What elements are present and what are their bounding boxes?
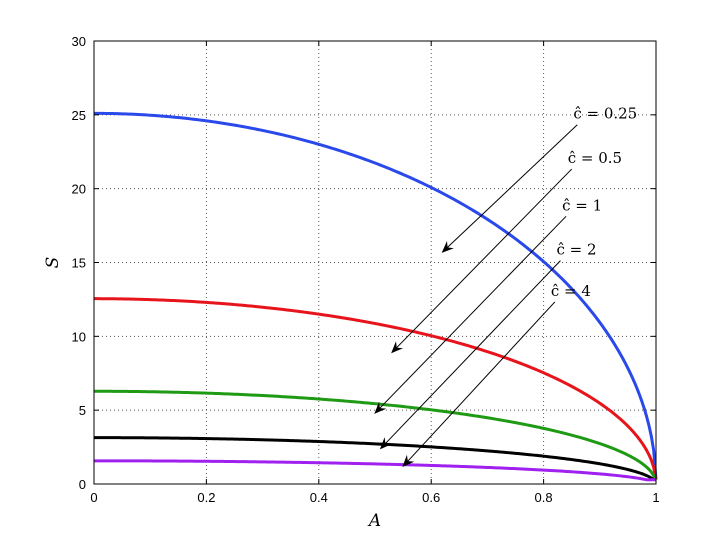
series-line-5	[94, 459, 657, 482]
x-axis-label: A	[367, 511, 381, 531]
x-tick-label: 0.8	[535, 490, 553, 505]
x-tick-label: 0.2	[197, 490, 215, 505]
x-tick-label: 0.6	[422, 490, 440, 505]
x-tick-label: 1	[652, 490, 659, 505]
annotations: ĉ = 0.25 ĉ = 0.5 ĉ = 1 ĉ = 2 ĉ = 4	[374, 105, 637, 468]
series-line-2	[94, 297, 658, 480]
y-tick-label: 30	[72, 34, 86, 49]
annotation-arrow-4	[379, 260, 561, 450]
series-line-1	[94, 111, 658, 480]
grid	[94, 41, 656, 484]
series-line-4	[94, 436, 657, 482]
annotation-arrow-5	[402, 301, 556, 468]
y-tick-label: 25	[72, 108, 86, 123]
x-tick-label: 0	[90, 490, 97, 505]
y-tick-label: 0	[79, 477, 86, 492]
y-tick-label: 10	[72, 329, 86, 344]
x-tick-label: 0.4	[310, 490, 328, 505]
annotation-label-1: ĉ = 0.25	[573, 105, 637, 123]
series-line-3	[94, 389, 658, 481]
annotation-label-3: ĉ = 1	[562, 196, 602, 214]
annotation-label-5: ĉ = 4	[551, 282, 591, 300]
annotation-arrow-2	[391, 168, 573, 354]
y-axis-label: S	[43, 257, 63, 269]
y-tick-label: 15	[72, 256, 86, 271]
y-tick-label: 20	[72, 182, 86, 197]
y-tick-label: 5	[79, 403, 86, 418]
annotation-label-4: ĉ = 2	[556, 241, 596, 259]
annotation-arrow-3	[374, 215, 567, 414]
annotation-label-2: ĉ = 0.5	[568, 149, 622, 167]
annotation-arrow-1	[441, 124, 578, 253]
